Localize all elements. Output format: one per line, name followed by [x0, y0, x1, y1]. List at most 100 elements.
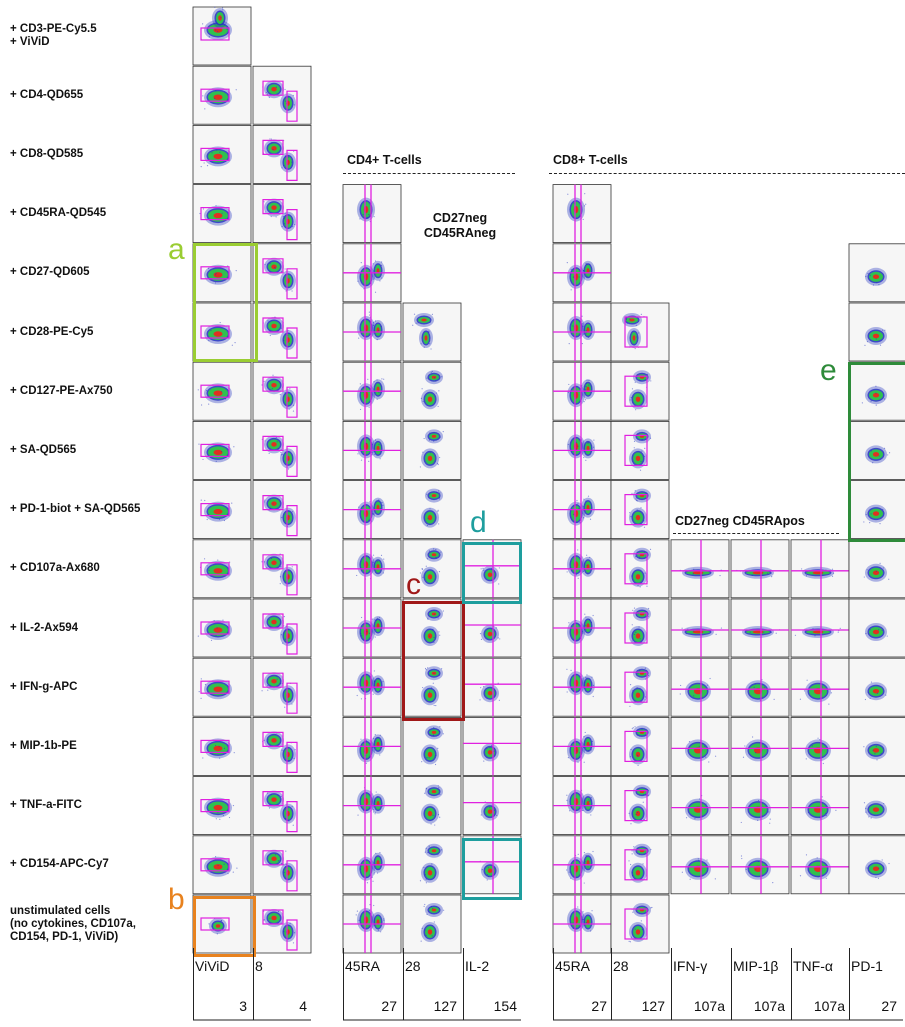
density-dot — [272, 148, 274, 151]
density-dot — [380, 264, 383, 267]
flow-plot-panel — [848, 598, 905, 658]
density-dot — [412, 324, 414, 326]
density-dot — [424, 667, 427, 670]
density-dot — [644, 678, 647, 680]
density-dot — [360, 738, 362, 740]
density-dot — [589, 518, 592, 520]
density-dot — [693, 568, 695, 570]
density-dot — [648, 607, 650, 610]
letter-e: e — [820, 354, 837, 387]
density-dot — [639, 586, 641, 588]
density-high — [635, 574, 641, 580]
density-dot — [590, 799, 592, 801]
density-dot — [430, 371, 432, 373]
density-high — [271, 797, 277, 802]
density-dot — [587, 442, 589, 444]
density-dot — [631, 728, 633, 730]
density-dot — [428, 439, 431, 441]
flow-plot-panel — [402, 776, 462, 835]
density-dot — [805, 575, 808, 577]
density-dot — [216, 149, 218, 151]
density-high — [213, 745, 223, 752]
density-dot — [373, 737, 375, 740]
density-dot — [274, 316, 276, 318]
density-dot — [878, 629, 880, 631]
density-dot — [379, 689, 381, 692]
density-high — [271, 86, 277, 92]
density-dot — [715, 633, 717, 635]
density-dot — [417, 322, 419, 324]
density-dot — [625, 318, 628, 320]
density-dot — [631, 874, 634, 877]
density-dot — [432, 682, 434, 684]
density-dot — [284, 212, 286, 215]
density-dot — [426, 913, 428, 915]
axis-label-bottom: 3 — [239, 998, 247, 1014]
density-dot — [706, 859, 708, 861]
density-dot — [226, 28, 228, 30]
density-dot — [433, 672, 435, 674]
density-dot — [694, 818, 696, 820]
density-dot — [640, 379, 642, 382]
density-dot — [572, 922, 574, 924]
density-dot — [423, 437, 425, 440]
density-dot — [585, 382, 588, 384]
density-dot — [693, 695, 695, 697]
density-dot — [637, 847, 639, 849]
density-high — [872, 511, 880, 516]
density-dot — [651, 906, 653, 909]
density-dot — [278, 743, 280, 745]
axis-label-bottom: 127 — [433, 998, 457, 1014]
density-dot — [371, 510, 373, 512]
highlight-box-d-bottom — [462, 838, 522, 900]
density-dot — [421, 927, 423, 929]
density-high — [872, 333, 880, 339]
density-dot — [745, 868, 747, 871]
density-dot — [283, 223, 286, 225]
density-dot — [585, 624, 587, 626]
density-high — [487, 868, 493, 874]
density-dot — [197, 389, 199, 391]
density-dot — [284, 706, 286, 708]
density-dot — [431, 863, 433, 865]
gate-rectangle — [200, 917, 230, 931]
flow-plot-panel — [610, 776, 670, 835]
density-dot — [639, 469, 642, 471]
density-high — [752, 630, 764, 634]
density-dot — [692, 573, 694, 575]
density-dot — [775, 632, 777, 634]
letter-d: d — [470, 506, 487, 539]
density-dot — [376, 379, 378, 381]
density-dot — [647, 794, 649, 796]
density-dot — [636, 686, 638, 689]
flow-plot-panel — [790, 598, 850, 658]
density-dot — [360, 459, 363, 461]
axis-label-top: 28 — [405, 958, 421, 974]
density-dot — [281, 749, 283, 751]
density-dot — [647, 615, 649, 618]
row-label: + CD28-PE-Cy5 — [10, 325, 94, 338]
density-dot — [430, 687, 433, 689]
density-dot — [888, 452, 891, 454]
density-dot — [438, 631, 440, 633]
density-dot — [763, 686, 765, 688]
density-dot — [567, 392, 569, 394]
density-dot — [636, 754, 639, 756]
cd8-header: CD8+ T-cells — [553, 153, 628, 167]
density-dot — [202, 95, 204, 97]
gate-polygon — [262, 613, 298, 655]
density-dot — [582, 911, 584, 913]
density-dot — [570, 268, 572, 271]
density-dot — [426, 757, 428, 759]
density-dot — [294, 749, 296, 751]
density-dot — [280, 795, 282, 798]
density-dot — [640, 313, 642, 315]
density-dot — [585, 459, 587, 461]
density-dot — [270, 793, 272, 796]
density-dot — [206, 565, 208, 567]
density-dot — [680, 684, 682, 687]
density-dot — [227, 872, 229, 875]
density-high — [872, 629, 880, 635]
density-dot — [819, 739, 821, 741]
density-dot — [582, 325, 584, 327]
